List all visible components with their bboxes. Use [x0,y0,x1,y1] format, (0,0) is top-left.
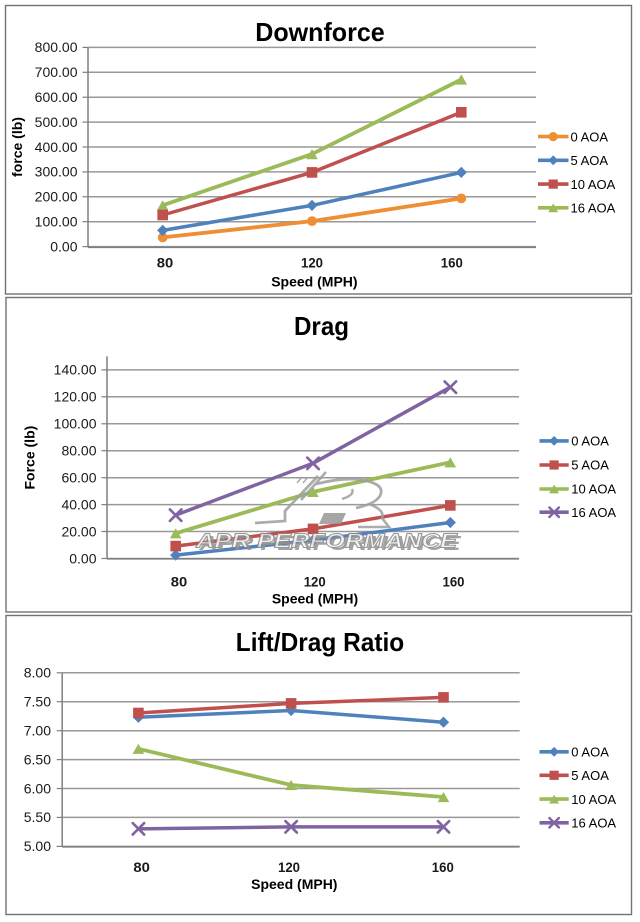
svg-text:6.00: 6.00 [24,780,51,796]
svg-text:Speed (MPH): Speed (MPH) [251,876,337,892]
svg-text:force (lb): force (lb) [9,117,25,177]
svg-text:Downforce: Downforce [255,17,385,47]
svg-text:80: 80 [133,859,150,875]
svg-text:120: 120 [304,574,326,590]
svg-text:60.00: 60.00 [61,470,96,486]
svg-text:16 AOA: 16 AOA [571,505,616,520]
svg-text:0.00: 0.00 [69,550,96,566]
svg-text:120: 120 [301,255,323,271]
svg-text:Lift/Drag Ratio: Lift/Drag Ratio [236,627,404,657]
svg-text:100.00: 100.00 [54,416,97,432]
svg-text:80: 80 [171,574,188,590]
svg-text:500.00: 500.00 [35,114,78,130]
svg-text:16 AOA: 16 AOA [571,201,616,216]
svg-text:40.00: 40.00 [61,496,96,512]
svg-text:5 AOA: 5 AOA [571,458,609,473]
svg-text:5.00: 5.00 [24,838,51,854]
svg-text:120.00: 120.00 [54,389,97,405]
svg-text:5 AOA: 5 AOA [571,768,609,783]
svg-text:160: 160 [432,859,454,875]
svg-text:5 AOA: 5 AOA [571,153,609,168]
svg-text:Speed (MPH): Speed (MPH) [271,273,357,289]
svg-text:0 AOA: 0 AOA [571,129,609,144]
svg-text:800.00: 800.00 [35,39,78,55]
svg-text:20.00: 20.00 [61,523,96,539]
svg-text:7.00: 7.00 [24,723,51,739]
svg-text:700.00: 700.00 [35,64,78,80]
svg-text:0 AOA: 0 AOA [571,434,609,449]
svg-text:160: 160 [443,574,465,590]
svg-text:Speed (MPH): Speed (MPH) [272,590,358,606]
svg-text:140.00: 140.00 [54,362,97,378]
svg-text:120: 120 [278,859,300,875]
svg-text:10 AOA: 10 AOA [571,792,616,807]
svg-text:100.00: 100.00 [35,214,78,230]
svg-text:600.00: 600.00 [35,89,78,105]
svg-text:10 AOA: 10 AOA [571,177,616,192]
svg-text:5.50: 5.50 [24,809,51,825]
svg-text:0 AOA: 0 AOA [571,745,609,760]
svg-text:16 AOA: 16 AOA [571,816,616,831]
svg-text:200.00: 200.00 [35,189,78,205]
svg-text:400.00: 400.00 [35,139,78,155]
svg-text:Drag: Drag [294,311,349,341]
svg-text:8.00: 8.00 [24,665,51,681]
svg-text:6.50: 6.50 [24,751,51,767]
svg-text:300.00: 300.00 [35,164,78,180]
svg-text:7.50: 7.50 [24,694,51,710]
svg-text:80.00: 80.00 [61,443,96,459]
svg-text:Force (lb): Force (lb) [22,426,38,490]
svg-text:80: 80 [157,255,174,271]
svg-text:10 AOA: 10 AOA [571,482,616,497]
svg-text:0.00: 0.00 [50,238,77,254]
svg-text:APR PERFORMANCE: APR PERFORMANCE [195,529,459,552]
svg-text:APR PERFORMANCE: APR PERFORMANCE [198,532,462,555]
svg-text:160: 160 [441,255,463,271]
